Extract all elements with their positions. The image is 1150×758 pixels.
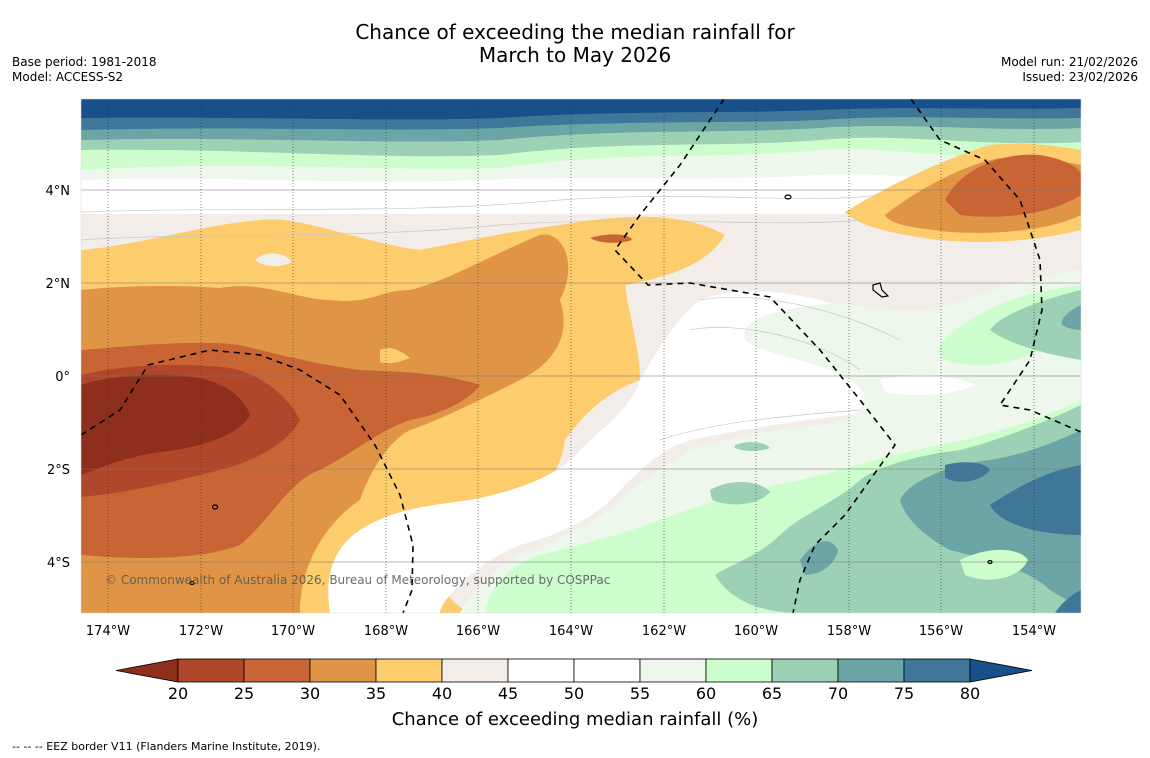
eez-footnote: -- -- -- EEZ border V11 (Flanders Marine… bbox=[12, 740, 321, 753]
colorbar-segment bbox=[375, 658, 443, 683]
colorbar-segment bbox=[507, 658, 575, 683]
colorbar-tick: 70 bbox=[828, 684, 848, 703]
colorbar-title: Chance of exceeding median rainfall (%) bbox=[391, 709, 759, 730]
wet-65-70-east bbox=[990, 290, 1081, 360]
dry-island-small bbox=[380, 347, 410, 364]
colorbar-tick: 65 bbox=[762, 684, 782, 703]
latitude-labels: 4°N 2°N 0° 2°S 4°S bbox=[46, 184, 71, 571]
model-name: Model: ACCESS-S2 bbox=[12, 70, 124, 84]
lat-label: 2°S bbox=[47, 463, 70, 478]
eez-borders bbox=[81, 99, 1081, 613]
lat-label: 0° bbox=[55, 370, 70, 385]
colorbar-tick: 55 bbox=[630, 684, 650, 703]
longitude-labels: 174°W 172°W 170°W 168°W 166°W 164°W 162°… bbox=[86, 624, 1056, 639]
ne-dry-30 bbox=[945, 154, 1081, 217]
base-period: Base period: 1981-2018 bbox=[12, 55, 157, 69]
colorbar-segment bbox=[309, 658, 377, 683]
wet-patch-60 bbox=[960, 549, 1028, 580]
wet-patch-70 bbox=[800, 541, 838, 575]
colorbar-tick: 80 bbox=[960, 684, 980, 703]
colorbar-tick: 30 bbox=[300, 684, 320, 703]
band-80-north bbox=[81, 99, 1081, 120]
islands bbox=[189, 194, 993, 586]
colorbar-segment bbox=[771, 658, 839, 683]
near-normal-east bbox=[880, 375, 975, 396]
near-normal-central bbox=[328, 291, 971, 613]
wet-75-80 bbox=[990, 465, 1081, 535]
lat-label: 4°S bbox=[47, 556, 70, 571]
colorbar-tick: 60 bbox=[696, 684, 716, 703]
colorbar-tick: 35 bbox=[366, 684, 386, 703]
map-frame bbox=[80, 98, 1082, 614]
model-run: Model run: 21/02/2026 bbox=[1000, 55, 1138, 69]
graticule bbox=[81, 189, 1081, 563]
wet-patch-75 bbox=[945, 462, 990, 482]
colorbar-tick: 25 bbox=[234, 684, 254, 703]
lon-label: 156°W bbox=[919, 624, 963, 639]
colorbar-segment bbox=[573, 658, 641, 683]
lon-label: 170°W bbox=[271, 624, 315, 639]
colorbar-extend-high bbox=[969, 658, 1033, 683]
lon-label: 174°W bbox=[86, 624, 130, 639]
colorbar-tick-labels: 20 25 30 35 40 45 50 55 60 65 70 75 80 bbox=[168, 684, 980, 703]
title-line-2: March to May 2026 bbox=[478, 43, 672, 67]
colorbar-segment bbox=[177, 658, 245, 683]
colorbar-extend-low bbox=[115, 658, 179, 683]
dry-spot bbox=[590, 234, 632, 243]
lon-label: 166°W bbox=[456, 624, 500, 639]
colorbar-segment bbox=[243, 658, 311, 683]
wet-patch-65-b bbox=[735, 442, 770, 451]
moist-spot bbox=[255, 253, 292, 267]
colorbar-tick: 75 bbox=[894, 684, 914, 703]
lon-label: 154°W bbox=[1012, 624, 1056, 639]
colorbar-segment bbox=[903, 658, 971, 683]
meta-right: Model run: 21/02/2026 Issued: 23/02/2026 bbox=[1001, 55, 1138, 85]
lon-label: 172°W bbox=[179, 624, 223, 639]
lat-label: 4°N bbox=[46, 184, 71, 199]
colorbar-segment bbox=[639, 658, 707, 683]
colorbar-segment bbox=[837, 658, 905, 683]
title-line-1: Chance of exceeding the median rainfall … bbox=[355, 20, 795, 44]
lat-label: 2°N bbox=[46, 277, 71, 292]
colorbar-tick: 45 bbox=[498, 684, 518, 703]
issued-date: Issued: 23/02/2026 bbox=[1022, 70, 1138, 84]
colorbar-tick: 20 bbox=[168, 684, 188, 703]
colorbar bbox=[115, 658, 1033, 683]
lon-label: 160°W bbox=[734, 624, 778, 639]
colorbar-segment bbox=[705, 658, 773, 683]
meta-left: Base period: 1981-2018 Model: ACCESS-S2 bbox=[12, 55, 157, 85]
lon-label: 162°W bbox=[642, 624, 686, 639]
dry-20 bbox=[81, 374, 250, 475]
rainfall-probability-field bbox=[81, 99, 1081, 613]
wet-75-80-south bbox=[1055, 590, 1081, 613]
lon-label: 168°W bbox=[364, 624, 408, 639]
wet-70-75-east bbox=[1061, 305, 1081, 330]
copyright-notice: © Commonwealth of Australia 2026, Bureau… bbox=[105, 573, 610, 587]
colorbar-tick: 40 bbox=[432, 684, 452, 703]
colorbar-segment bbox=[441, 658, 509, 683]
colorbar-tick: 50 bbox=[564, 684, 584, 703]
lon-label: 158°W bbox=[827, 624, 871, 639]
lon-label: 164°W bbox=[549, 624, 593, 639]
wet-patch-65-a bbox=[710, 481, 770, 505]
